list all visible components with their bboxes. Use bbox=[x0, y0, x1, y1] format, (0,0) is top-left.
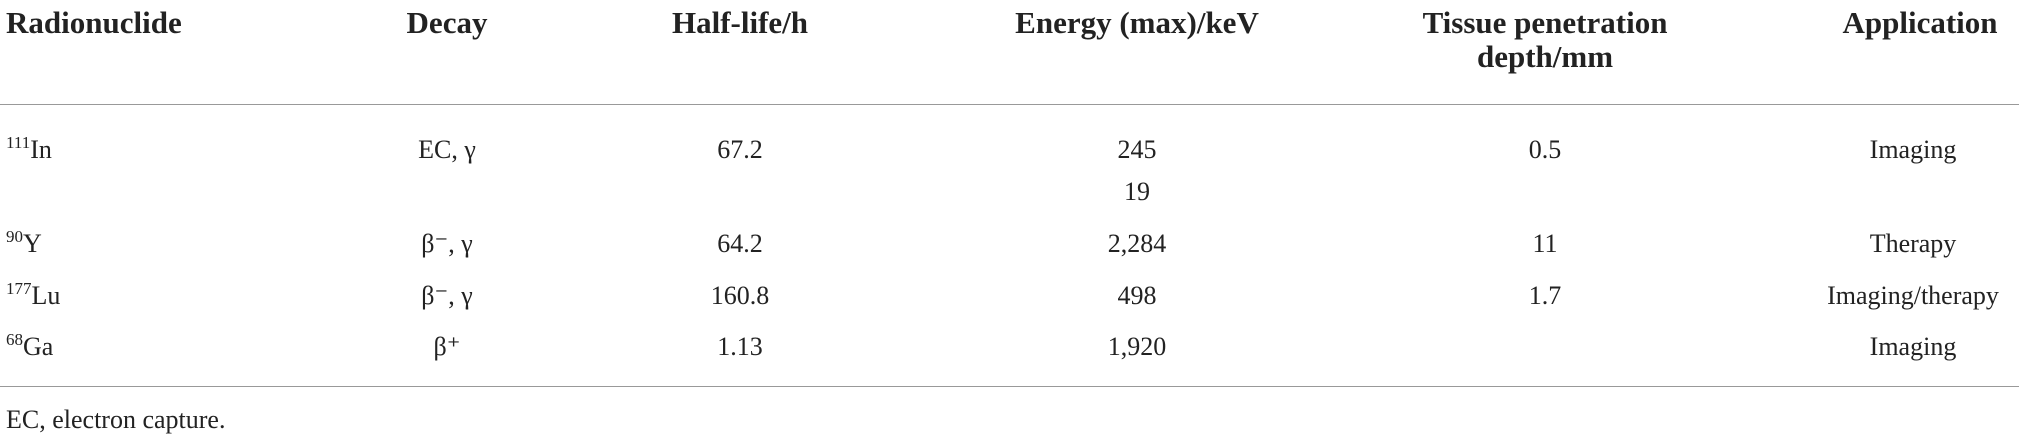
mass-number: 90 bbox=[6, 227, 23, 246]
penetration-depth: 0.5 bbox=[1528, 135, 1562, 164]
mass-number: 111 bbox=[6, 133, 31, 152]
application: Imaging/therapy bbox=[1827, 281, 1999, 310]
energy: 19 bbox=[1124, 177, 1150, 206]
column-header: Energy (max)/keV bbox=[1015, 5, 1259, 40]
element-symbol: Ga bbox=[23, 332, 54, 361]
mass-number: 177 bbox=[6, 279, 32, 298]
element-symbol: Y bbox=[23, 229, 42, 258]
column-header: Half-life/h bbox=[671, 5, 809, 40]
element-symbol: In bbox=[30, 135, 52, 164]
bottom-rule bbox=[0, 386, 2019, 387]
application: Imaging bbox=[1869, 332, 1957, 361]
half-life: 67.2 bbox=[717, 135, 763, 164]
penetration-depth: 11 bbox=[1532, 229, 1558, 258]
radionuclide: 90Y bbox=[6, 228, 42, 260]
energy: 2,284 bbox=[1107, 229, 1167, 258]
column-header: Application bbox=[1842, 5, 1998, 40]
column-header: Decay bbox=[406, 5, 488, 40]
half-life: 1.13 bbox=[717, 332, 763, 361]
application: Therapy bbox=[1869, 229, 1957, 258]
energy: 245 bbox=[1117, 135, 1157, 164]
element-symbol: Lu bbox=[31, 281, 61, 310]
energy: 1,920 bbox=[1107, 332, 1167, 361]
decay: β⁻, γ bbox=[421, 281, 473, 310]
column-header: Radionuclide bbox=[6, 5, 182, 40]
half-life: 64.2 bbox=[717, 229, 763, 258]
decay: EC, γ bbox=[418, 135, 476, 164]
application: Imaging bbox=[1869, 135, 1957, 164]
radionuclide: 68Ga bbox=[6, 331, 53, 363]
mass-number: 68 bbox=[6, 330, 23, 349]
header-rule bbox=[0, 104, 2019, 105]
half-life: 160.8 bbox=[710, 281, 770, 310]
radionuclide: 111In bbox=[6, 134, 52, 166]
decay: β⁻, γ bbox=[421, 229, 473, 258]
column-header: Tissue penetration depth/mm bbox=[1422, 5, 1668, 74]
energy: 498 bbox=[1117, 281, 1157, 310]
footnote: EC, electron capture. bbox=[6, 405, 226, 434]
penetration-depth: 1.7 bbox=[1528, 281, 1562, 310]
decay: β⁺ bbox=[433, 332, 461, 361]
radionuclide: 177Lu bbox=[6, 280, 60, 312]
